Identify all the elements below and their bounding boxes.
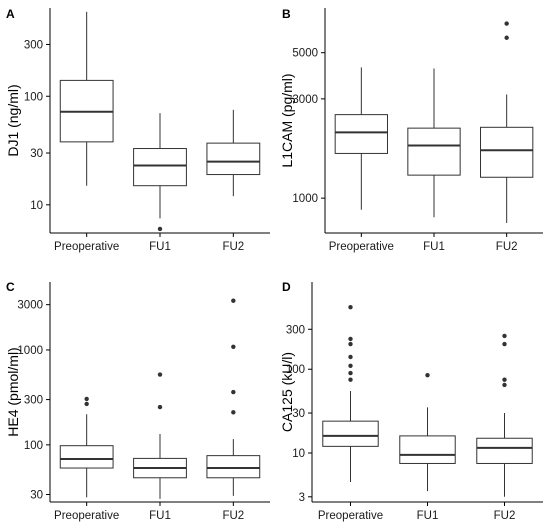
outlier-point (348, 377, 353, 382)
box-iqr (133, 148, 187, 187)
y-tick-label: 300 (24, 395, 43, 407)
outlier-point (502, 382, 507, 388)
box-group-preoperative (59, 396, 114, 498)
box-group-fu1 (133, 372, 187, 499)
y-axis-title: HE4 (pmol/ml) (5, 347, 21, 436)
y-axis-title: L1CAM (pg/ml) (279, 73, 295, 167)
x-tick-label: FU2 (222, 241, 244, 253)
panel-b: 1000 3000 5000 Preoperative FU1 FU2 L1CAM (pg/… (279, 7, 543, 253)
outlier-point (231, 344, 236, 349)
y-tick-label: 30 (30, 489, 43, 501)
box-group-preoperative (334, 67, 388, 210)
panel-label: C (6, 280, 15, 294)
outlier-point (231, 410, 236, 415)
panel-label: A (6, 7, 15, 21)
x-tick-label: FU1 (423, 241, 445, 253)
box-group-preoperative (59, 11, 114, 186)
box-iqr (59, 445, 114, 469)
x-tick-label: FU2 (496, 241, 518, 253)
panel-d: 3 10 30 100 300 Preoperative FU1 FU2 CA125 (kU/l… (279, 280, 543, 522)
outlier-point (348, 305, 353, 310)
outlier-point (231, 389, 236, 395)
box-group-fu2 (476, 333, 533, 497)
outlier-point (348, 354, 353, 360)
outlier-point (84, 401, 89, 407)
x-tick-label: Preoperative (329, 241, 394, 253)
box-group-fu2 (480, 21, 534, 223)
outlier-point (84, 396, 89, 402)
outlier-point (157, 372, 163, 377)
y-tick-label: 3 (299, 492, 305, 504)
y-tick-label: 300 (24, 39, 43, 51)
outlier-point (502, 333, 507, 339)
box-group-fu1 (399, 372, 456, 492)
y-axis-title: DJ1 (ng/ml) (5, 84, 21, 156)
outlier-point (231, 298, 236, 303)
panel-label: D (282, 280, 291, 294)
box-iqr (399, 435, 456, 464)
box-group-fu1 (407, 68, 461, 218)
x-tick-label: Preoperative (54, 241, 119, 253)
outlier-point (348, 336, 353, 342)
panel-label: B (282, 7, 291, 21)
box-iqr (322, 420, 379, 447)
outlier-point (504, 21, 509, 26)
y-tick-label: 10 (292, 448, 305, 460)
box-iqr (206, 455, 261, 479)
y-tick-label: 5000 (292, 48, 318, 60)
box-iqr (206, 142, 261, 176)
panel-a: 10 30 100 300 Preoperative FU1 FU2 DJ1 (ng/ml) A (5, 7, 270, 253)
y-tick-label: 10 (30, 200, 43, 212)
box-iqr (480, 126, 534, 178)
x-tick-label: FU1 (417, 510, 439, 522)
y-tick-label: 3000 (292, 94, 318, 106)
box-iqr (476, 437, 533, 464)
y-tick-label: 30 (30, 148, 43, 160)
box-group-fu2 (206, 298, 261, 496)
y-tick-label: 30 (292, 408, 305, 420)
box-group-preoperative (322, 305, 379, 483)
outlier-point (157, 226, 163, 232)
y-tick-label: 100 (286, 364, 305, 376)
y-tick-label: 100 (24, 440, 43, 452)
y-tick-label: 300 (286, 324, 305, 336)
y-axis-title: CA125 (kU/l) (279, 352, 295, 432)
box-iqr (334, 114, 388, 154)
outlier-point (502, 341, 507, 347)
x-tick-label: FU2 (222, 510, 244, 522)
outlier-point (504, 35, 509, 40)
box-group-fu2 (206, 109, 261, 197)
box-group-fu1 (133, 113, 187, 232)
outlier-point (348, 370, 353, 376)
x-tick-label: Preoperative (318, 510, 383, 522)
y-tick-label: 3000 (17, 300, 43, 312)
panel-c: 30 100 300 1000 3000 Preoperative FU1 FU2 HE4 (p… (5, 280, 270, 522)
y-tick-label: 1000 (17, 345, 43, 357)
box-iqr (407, 127, 461, 176)
outlier-point (157, 404, 163, 410)
x-tick-label: FU1 (149, 510, 171, 522)
x-tick-label: Preoperative (54, 510, 119, 522)
y-tick-label: 100 (24, 91, 43, 103)
x-tick-label: FU2 (494, 510, 516, 522)
x-tick-label: FU1 (149, 241, 171, 253)
outlier-point (348, 363, 353, 368)
outlier-point (502, 377, 507, 382)
outlier-point (348, 341, 353, 347)
outlier-point (425, 372, 430, 378)
y-tick-label: 1000 (292, 193, 318, 205)
